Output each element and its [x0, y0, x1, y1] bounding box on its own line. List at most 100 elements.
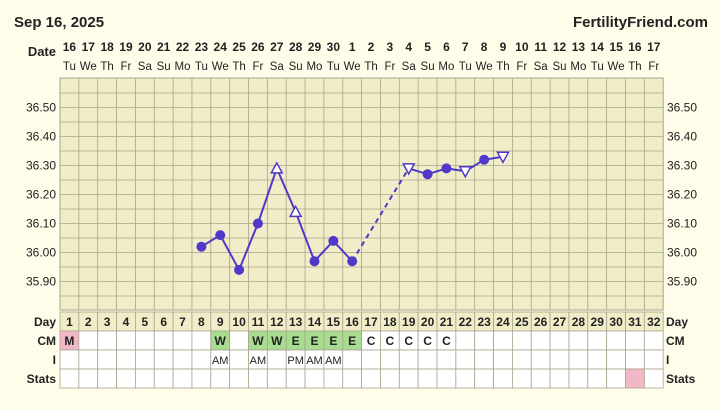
temperature-point-open[interactable]	[496, 151, 510, 164]
stats-cell[interactable]	[266, 368, 287, 389]
i-cell[interactable]	[625, 349, 645, 370]
stats-cell[interactable]	[229, 368, 249, 389]
stats-cell[interactable]	[342, 368, 363, 389]
cm-cell[interactable]	[625, 330, 645, 351]
cm-cell[interactable]	[568, 330, 589, 351]
stats-cell[interactable]	[78, 368, 99, 389]
cm-cell[interactable]	[606, 330, 626, 351]
stats-cell[interactable]	[97, 368, 117, 389]
stats-cell[interactable]	[549, 368, 570, 389]
temperature-point[interactable]	[422, 169, 433, 180]
i-cell[interactable]	[266, 349, 287, 370]
intercourse-value: PM	[287, 355, 304, 367]
series-line	[351, 167, 410, 262]
i-cell[interactable]	[172, 349, 193, 370]
temperature-point[interactable]	[309, 256, 320, 267]
i-cell[interactable]	[153, 349, 174, 370]
temperature-point[interactable]	[196, 241, 207, 252]
stats-cell[interactable]	[59, 368, 80, 389]
stats-cell[interactable]	[153, 368, 174, 389]
i-cell[interactable]	[380, 349, 400, 370]
temperature-point[interactable]	[479, 154, 490, 165]
temperature-point-open[interactable]	[458, 166, 473, 179]
i-cell[interactable]	[568, 349, 589, 370]
brand-logo[interactable]: FertilityFriend.com	[573, 14, 708, 31]
i-cell[interactable]	[417, 349, 438, 370]
stats-cell[interactable]	[304, 368, 325, 389]
i-cell[interactable]	[493, 349, 513, 370]
cm-cell[interactable]	[116, 330, 136, 351]
temperature-point-open[interactable]	[401, 163, 416, 176]
stats-cell[interactable]	[323, 368, 344, 389]
row-label-stats: Stats	[27, 372, 57, 386]
stats-cell[interactable]	[248, 368, 268, 389]
stats-cell[interactable]	[606, 368, 626, 389]
i-cell[interactable]	[474, 349, 494, 370]
i-cell[interactable]	[97, 349, 117, 370]
cm-cell[interactable]	[455, 330, 476, 351]
temperature-point[interactable]	[234, 264, 245, 275]
cm-cell[interactable]	[493, 330, 513, 351]
stats-cell[interactable]	[436, 368, 457, 389]
cm-cell[interactable]	[512, 330, 532, 351]
stats-cell[interactable]	[380, 368, 400, 389]
i-cell[interactable]	[191, 349, 212, 370]
stats-cell[interactable]	[587, 368, 608, 389]
i-cell[interactable]	[134, 349, 155, 370]
i-cell[interactable]	[587, 349, 608, 370]
y-tick-label: 36.50	[26, 101, 56, 115]
i-cell[interactable]	[59, 349, 80, 370]
stats-cell[interactable]	[568, 368, 589, 389]
i-cell[interactable]	[512, 349, 532, 370]
cm-cell[interactable]	[172, 330, 193, 351]
stats-cell[interactable]	[625, 368, 645, 389]
cm-cell[interactable]	[530, 330, 551, 351]
temperature-point[interactable]	[441, 163, 452, 174]
cm-cell[interactable]	[97, 330, 117, 351]
cm-cell[interactable]	[549, 330, 570, 351]
i-cell[interactable]	[342, 349, 363, 370]
stats-cell[interactable]	[116, 368, 136, 389]
i-cell[interactable]	[78, 349, 99, 370]
stats-cell[interactable]	[398, 368, 419, 389]
i-cell[interactable]	[549, 349, 570, 370]
cm-cell[interactable]	[191, 330, 212, 351]
stats-cell[interactable]	[285, 368, 306, 389]
stats-cell[interactable]	[191, 368, 212, 389]
stats-cell[interactable]	[455, 368, 476, 389]
cm-cell[interactable]	[643, 330, 664, 351]
stats-cell[interactable]	[210, 368, 231, 389]
temperature-point[interactable]	[328, 235, 339, 246]
temperature-point-open[interactable]	[270, 161, 284, 174]
temperature-point-open[interactable]	[288, 204, 303, 218]
i-cell[interactable]	[116, 349, 136, 370]
date-label: 16	[63, 40, 77, 54]
cm-cell[interactable]	[474, 330, 494, 351]
cm-cell[interactable]	[587, 330, 608, 351]
i-cell[interactable]	[530, 349, 551, 370]
stats-cell[interactable]	[530, 368, 551, 389]
i-cell[interactable]	[361, 349, 381, 370]
i-cell[interactable]	[643, 349, 664, 370]
stats-cell[interactable]	[134, 368, 155, 389]
stats-cell[interactable]	[172, 368, 193, 389]
i-cell[interactable]	[455, 349, 476, 370]
cm-cell[interactable]	[78, 330, 99, 351]
stats-cell[interactable]	[361, 368, 381, 389]
date-label: 7	[462, 40, 469, 54]
temperature-point[interactable]	[347, 256, 358, 267]
cm-cell[interactable]	[229, 330, 249, 351]
i-cell[interactable]	[606, 349, 626, 370]
temperature-point[interactable]	[252, 218, 263, 229]
stats-cell[interactable]	[643, 368, 664, 389]
i-cell[interactable]	[398, 349, 419, 370]
stats-cell[interactable]	[417, 368, 438, 389]
i-cell[interactable]	[229, 349, 249, 370]
stats-cell[interactable]	[512, 368, 532, 389]
cm-cell[interactable]	[134, 330, 155, 351]
stats-cell[interactable]	[493, 368, 513, 389]
temperature-point[interactable]	[215, 230, 226, 241]
cm-cell[interactable]	[153, 330, 174, 351]
i-cell[interactable]	[436, 349, 457, 370]
stats-cell[interactable]	[474, 368, 494, 389]
